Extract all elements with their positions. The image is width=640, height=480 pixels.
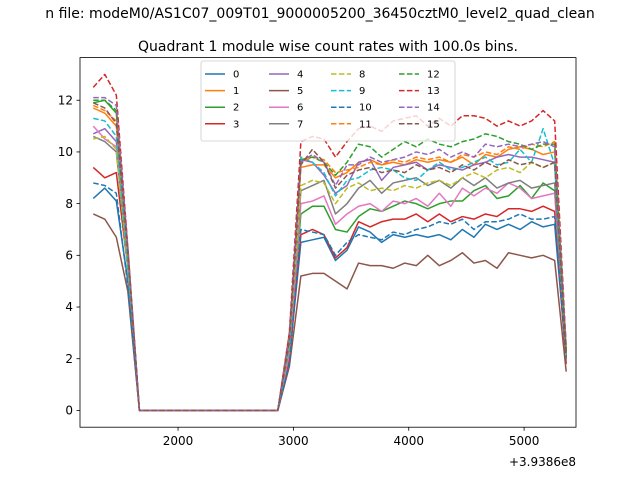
y-tick-label: 0 [65, 404, 73, 418]
legend-label-7: 7 [297, 119, 303, 130]
x-tick-label: 5000 [509, 434, 540, 448]
legend-label-2: 2 [233, 103, 239, 114]
legend-label-12: 12 [427, 70, 440, 81]
legend-label-9: 9 [359, 86, 365, 97]
series-line-3 [92, 166, 567, 412]
series-line-14 [93, 96, 567, 412]
series-line-15 [92, 102, 567, 412]
x-tick-label: 2000 [163, 434, 194, 448]
legend-label-3: 3 [233, 119, 239, 130]
series-line-9 [93, 117, 567, 412]
axes-frame [79, 57, 577, 428]
series-line-5 [92, 213, 567, 412]
y-axis-ticks: 0 2 4 6 8 10 12 [58, 93, 80, 418]
legend-label-1: 1 [233, 86, 239, 97]
figure-suptitle: n file: modeM0/AS1C07_009T01_9000005200_… [45, 6, 594, 22]
legend-frame [200, 60, 456, 142]
y-tick-label: 2 [65, 352, 73, 366]
y-tick-label: 10 [58, 145, 73, 159]
series-line-11 [92, 104, 567, 412]
y-tick-label: 12 [58, 93, 73, 107]
x-axis-ticks: 2000 3000 4000 5000 [163, 427, 540, 448]
y-tick-label: 8 [65, 197, 73, 211]
legend-label-14: 14 [427, 103, 440, 114]
series-line-1 [92, 107, 567, 412]
x-axis-offset-label: +3.9386e8 [509, 455, 576, 469]
legend-label-15: 15 [427, 119, 440, 130]
chart-title: Quadrant 1 module wise count rates with … [138, 39, 518, 55]
y-tick-label: 6 [65, 249, 73, 263]
legend-label-0: 0 [233, 70, 239, 81]
legend-label-13: 13 [427, 86, 440, 97]
legend-label-8: 8 [359, 70, 365, 81]
legend-label-4: 4 [297, 70, 303, 81]
legend-label-5: 5 [297, 86, 303, 97]
legend-label-11: 11 [359, 119, 372, 130]
y-tick-label: 4 [65, 300, 73, 314]
legend-label-10: 10 [359, 103, 372, 114]
series-layer [92, 73, 567, 412]
x-tick-label: 3000 [278, 434, 309, 448]
legend-label-6: 6 [297, 103, 303, 114]
series-line-7 [92, 135, 567, 412]
x-tick-label: 4000 [393, 434, 424, 448]
series-line-8 [93, 135, 567, 412]
